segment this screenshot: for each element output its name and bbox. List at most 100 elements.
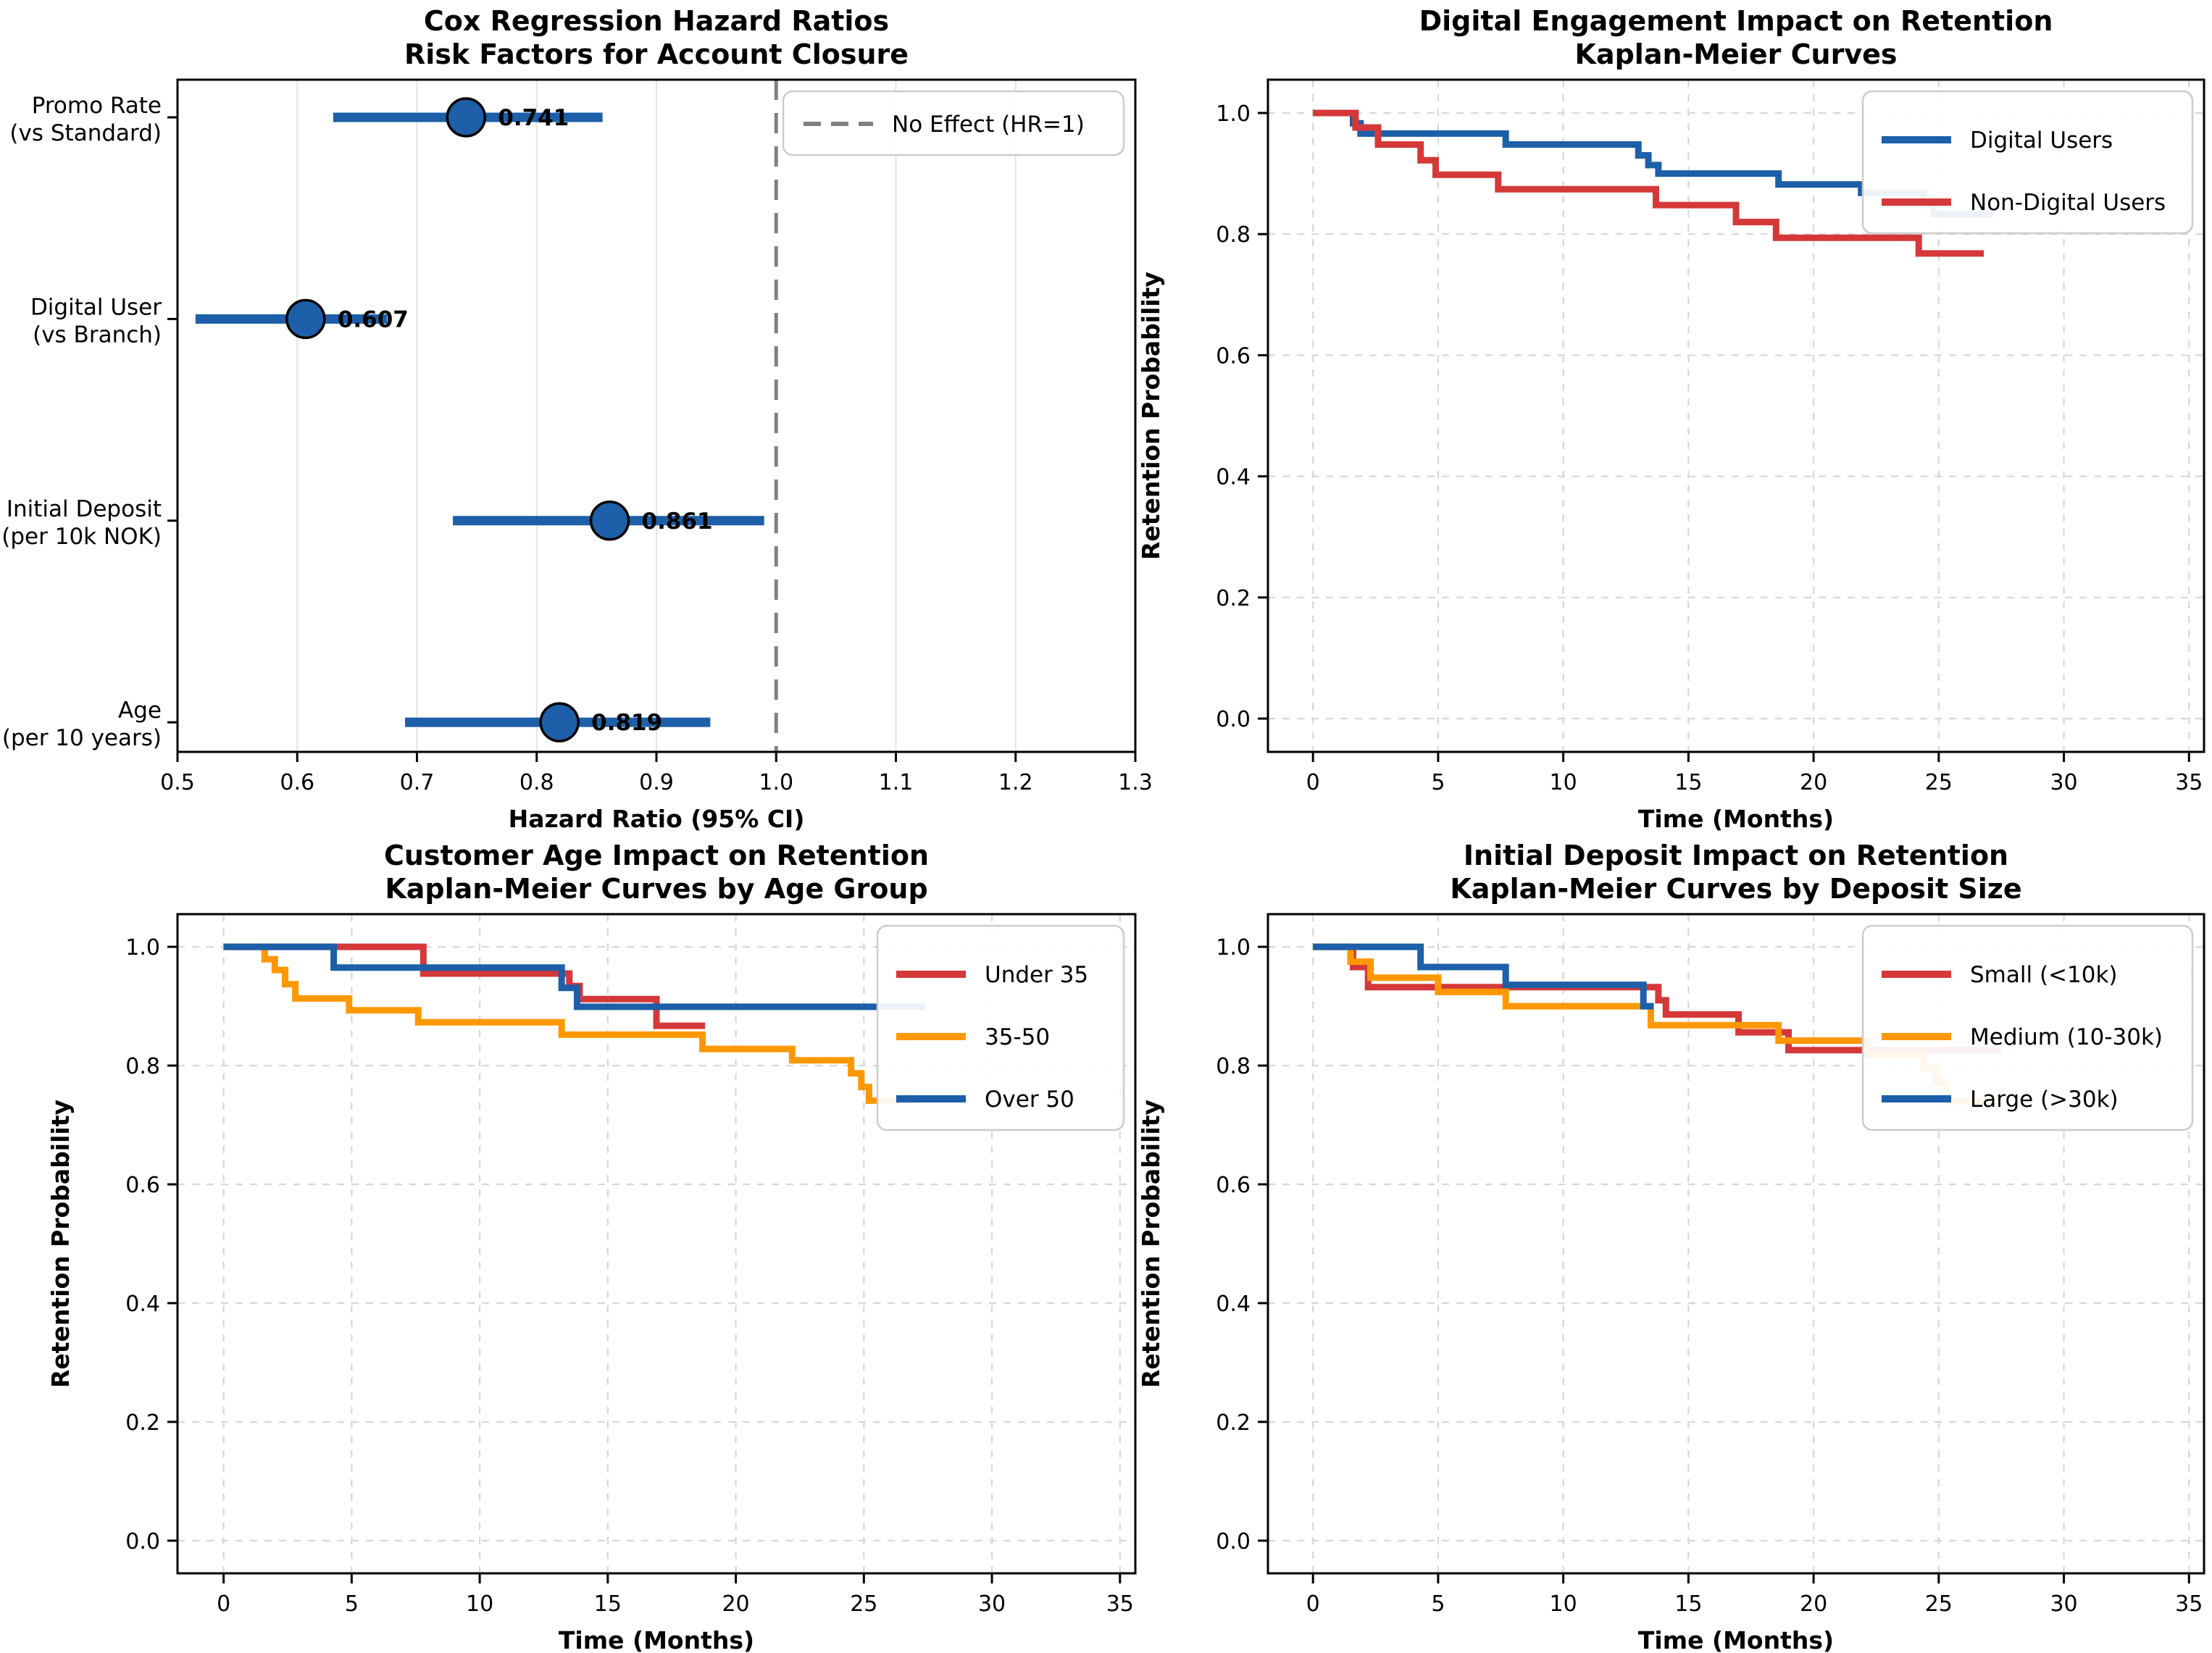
y-tick-label: 0.2 xyxy=(1216,586,1251,611)
legend-label-large-30k: Large (>30k) xyxy=(1970,1087,2119,1113)
km-digital-title-line2: Kaplan-Meier Curves xyxy=(1575,38,1898,70)
legend-label-non-digital-users: Non-Digital Users xyxy=(1970,190,2166,216)
legend-label: No Effect (HR=1) xyxy=(892,112,1085,138)
series-35-50 xyxy=(223,943,918,1104)
x-tick-label: 5 xyxy=(1431,1591,1445,1617)
x-tick-label: 0 xyxy=(217,1591,230,1617)
row-label-line2: (vs Branch) xyxy=(33,322,162,348)
y-tick-label: 0.8 xyxy=(1216,222,1251,248)
x-tick-label: 5 xyxy=(1431,770,1445,795)
gridlines xyxy=(1268,80,2204,752)
x-tick-label: 0.6 xyxy=(280,770,314,795)
km-age-chart: Customer Age Impact on RetentionKaplan-M… xyxy=(46,840,1137,1653)
km-deposit-chart: Initial Deposit Impact on RetentionKapla… xyxy=(1137,840,2205,1653)
legend-label-medium-10-30k: Medium (10-30k) xyxy=(1970,1024,2163,1050)
forest-row-initial-deposit: 0.861 Initial Deposit(per 10k NOK) xyxy=(1,496,764,550)
hr-value-label: 0.861 xyxy=(642,509,713,535)
y-tick-label: 1.0 xyxy=(1216,935,1251,961)
row-label-line2: (vs Standard) xyxy=(9,120,162,146)
x-tick-label: 25 xyxy=(1925,1591,1953,1617)
x-tick-label: 30 xyxy=(2050,770,2077,795)
legend: Under 35 35-50 Over 50 xyxy=(876,924,1125,1131)
x-tick-label: 10 xyxy=(466,1591,493,1617)
series-large-30k xyxy=(1313,943,1653,1010)
hr-marker xyxy=(446,97,487,138)
y-axis-label: Retention Probability xyxy=(46,1100,75,1388)
x-tick-label: 1.3 xyxy=(1118,770,1153,795)
x-tick-label: 15 xyxy=(594,1591,622,1617)
x-tick-label: 15 xyxy=(1674,770,1702,795)
gridlines xyxy=(1268,914,2204,1573)
legend-label-digital-users: Digital Users xyxy=(1970,127,2113,154)
hr-value-label: 0.607 xyxy=(338,306,409,332)
y-tick-label: 0.2 xyxy=(125,1410,160,1436)
x-tick-label: 1.0 xyxy=(759,770,793,795)
km-digital-title-line1: Digital Engagement Impact on Retention xyxy=(1419,5,2053,37)
forest-row-promo-rate: 0.741 Promo Rate(vs Standard) xyxy=(9,93,603,146)
x-axis-label: Time (Months) xyxy=(1638,1626,1834,1653)
x-tick-label: 0 xyxy=(1306,770,1320,795)
legend-label-under-35: Under 35 xyxy=(985,962,1088,988)
series-over-50 xyxy=(223,943,926,1010)
x-tick-label: 0 xyxy=(1306,1591,1320,1617)
hr-value-label: 0.819 xyxy=(591,710,662,736)
x-axis-label: Time (Months) xyxy=(559,1626,754,1653)
x-tick-label: 25 xyxy=(850,1591,877,1617)
y-tick-label: 0.8 xyxy=(1216,1054,1251,1079)
y-tick-label: 0.6 xyxy=(1216,343,1251,369)
hr-marker xyxy=(589,501,630,541)
y-axis-label: Retention Probability xyxy=(1137,1100,1165,1388)
legend-label-small-10k: Small (<10k) xyxy=(1970,962,2118,988)
x-tick-label: 0.8 xyxy=(519,770,554,795)
x-tick-label: 35 xyxy=(2175,1591,2203,1617)
plot-border xyxy=(1266,78,2205,753)
x-tick-label: 15 xyxy=(1674,1591,1702,1617)
gridlines xyxy=(296,80,1017,752)
plot-border xyxy=(1266,913,2205,1575)
x-tick-label: 30 xyxy=(978,1591,1006,1617)
hr-marker xyxy=(539,702,580,742)
x-tick-label: 10 xyxy=(1550,1591,1577,1617)
x-axis-label: Time (Months) xyxy=(1638,805,1834,833)
x-tick-label: 25 xyxy=(1925,770,1953,795)
x-tick-label: 0.9 xyxy=(639,770,674,795)
legend: Digital Users Non-Digital Users xyxy=(1861,90,2194,235)
forest-row-age: 0.819 Age(per 10 years) xyxy=(2,698,711,751)
x-tick-label: 30 xyxy=(2050,1591,2077,1617)
km-deposit-title-line1: Initial Deposit Impact on Retention xyxy=(1464,840,2008,871)
legend-label-35-50: 35-50 xyxy=(985,1024,1050,1050)
y-tick-label: 1.0 xyxy=(1216,101,1251,127)
km-age-title-line1: Customer Age Impact on Retention xyxy=(384,840,929,871)
cox-forest-title-line2: Risk Factors for Account Closure xyxy=(404,38,909,70)
legend-box xyxy=(1861,90,2194,235)
y-tick-label: 0.8 xyxy=(125,1054,160,1079)
x-tick-label: 1.2 xyxy=(998,770,1033,795)
row-label-line1: Age xyxy=(118,698,162,724)
row-label-line1: Initial Deposit xyxy=(7,496,162,522)
y-tick-label: 0.6 xyxy=(1216,1173,1251,1198)
x-tick-label: 0.7 xyxy=(400,770,435,795)
legend: Small (<10k) Medium (10-30k) Large (>30k) xyxy=(1861,924,2194,1131)
y-tick-label: 0.0 xyxy=(1216,707,1251,732)
x-tick-label: 20 xyxy=(1800,1591,1827,1617)
x-tick-label: 35 xyxy=(2175,770,2203,795)
x-tick-label: 10 xyxy=(1550,770,1577,795)
row-label-line1: Promo Rate xyxy=(32,93,162,119)
series-non-digital-users xyxy=(1313,109,1984,257)
x-tick-label: 20 xyxy=(722,1591,749,1617)
y-tick-label: 0.4 xyxy=(1216,1292,1251,1317)
x-axis-label: Hazard Ratio (95% CI) xyxy=(509,805,805,833)
km-deposit-title-line2: Kaplan-Meier Curves by Deposit Size xyxy=(1450,873,2021,905)
y-tick-label: 1.0 xyxy=(125,935,160,961)
hr-marker xyxy=(285,298,326,340)
legend: No Effect (HR=1) xyxy=(782,90,1125,156)
x-tick-label: 5 xyxy=(345,1591,359,1617)
y-tick-label: 0.4 xyxy=(125,1292,160,1317)
y-tick-label: 0.6 xyxy=(125,1173,160,1198)
x-tick-label: 35 xyxy=(1106,1591,1134,1617)
x-tick-label: 0.5 xyxy=(160,770,195,795)
cox-forest-title-line1: Cox Regression Hazard Ratios xyxy=(424,5,889,37)
y-tick-label: 0.4 xyxy=(1216,465,1251,490)
